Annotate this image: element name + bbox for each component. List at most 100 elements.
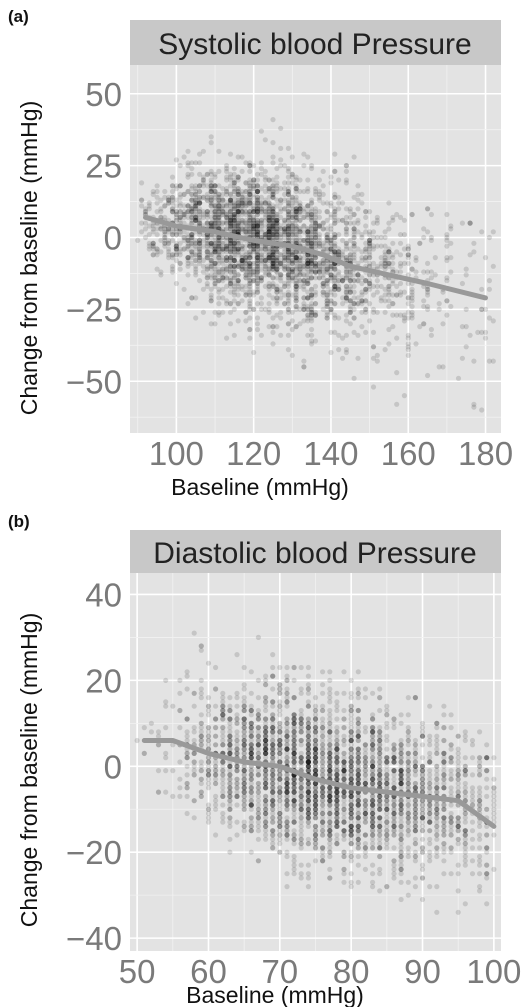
data-point (235, 260, 241, 266)
data-point (220, 206, 226, 212)
data-point (235, 223, 241, 229)
data-point (227, 197, 234, 203)
data-point (181, 234, 187, 241)
data-point (191, 750, 197, 757)
data-point (162, 240, 168, 246)
data-point (204, 240, 210, 246)
data-point (284, 819, 290, 825)
data-point (234, 716, 240, 722)
data-point (193, 200, 199, 206)
data-point (397, 312, 404, 318)
data-point (343, 240, 349, 246)
data-point (220, 295, 226, 301)
data-point (475, 329, 481, 335)
data-point (270, 341, 276, 347)
data-point (243, 211, 249, 218)
data-point (193, 197, 199, 203)
data-point (216, 269, 222, 275)
data-point (382, 243, 388, 249)
data-point (471, 401, 477, 407)
data-point (148, 720, 154, 726)
data-point (309, 266, 315, 272)
data-point (158, 226, 164, 232)
data-point (216, 214, 222, 220)
data-point (142, 206, 149, 212)
data-point (213, 806, 219, 812)
data-point (216, 197, 222, 203)
y-tick-label: −25 (66, 291, 122, 328)
data-point (208, 171, 214, 177)
data-point (251, 200, 257, 206)
data-point (200, 232, 206, 238)
data-point (397, 280, 404, 287)
data-point (212, 275, 218, 281)
data-point (378, 263, 384, 269)
data-point (231, 211, 237, 218)
data-point (425, 229, 431, 235)
data-point (224, 335, 230, 341)
data-point (284, 832, 290, 838)
data-point (216, 223, 222, 229)
data-point (139, 197, 145, 203)
data-point (208, 223, 214, 229)
data-point (312, 707, 319, 714)
data-point (378, 298, 384, 304)
data-point (189, 214, 195, 220)
data-point (162, 188, 168, 195)
data-point (263, 772, 269, 778)
data-point (278, 315, 284, 321)
data-point (459, 355, 465, 361)
data-point (166, 237, 172, 243)
data-point (220, 211, 226, 218)
data-point (204, 275, 210, 281)
data-point (193, 203, 199, 209)
data-point (212, 269, 218, 275)
data-point (270, 729, 276, 735)
data-point (162, 203, 168, 209)
data-point (263, 682, 269, 688)
data-point (231, 165, 237, 172)
data-point (208, 183, 214, 189)
data-point (255, 755, 261, 761)
data-point (208, 194, 214, 200)
data-point (189, 243, 195, 249)
data-point (289, 154, 295, 160)
data-point (197, 257, 203, 264)
data-point (270, 329, 276, 335)
data-point (374, 289, 380, 295)
data-point (177, 229, 183, 235)
data-point (212, 275, 218, 281)
data-point (204, 249, 210, 255)
data-point (181, 154, 187, 160)
data-point (332, 315, 338, 321)
data-point (309, 326, 315, 333)
data-point (220, 246, 226, 252)
data-point (251, 229, 257, 235)
data-point (162, 237, 168, 243)
data-point (162, 226, 168, 232)
data-point (220, 203, 226, 209)
data-point (277, 849, 283, 855)
data-point (239, 260, 245, 266)
data-point (327, 669, 333, 675)
data-point (184, 793, 190, 800)
data-point (193, 217, 199, 223)
data-point (204, 209, 210, 215)
data-point (421, 298, 427, 304)
data-point (197, 246, 203, 252)
data-point (208, 252, 214, 258)
data-point (189, 206, 195, 212)
data-point (471, 240, 477, 246)
data-point (274, 283, 280, 289)
data-point (204, 209, 210, 215)
data-point (212, 214, 218, 220)
data-point (193, 203, 199, 209)
data-point (359, 257, 365, 264)
data-point (135, 237, 141, 243)
data-point (191, 729, 197, 735)
data-point (320, 257, 326, 264)
data-point (401, 232, 407, 238)
data-point (479, 286, 485, 292)
data-point (213, 780, 219, 787)
data-point (216, 309, 222, 315)
